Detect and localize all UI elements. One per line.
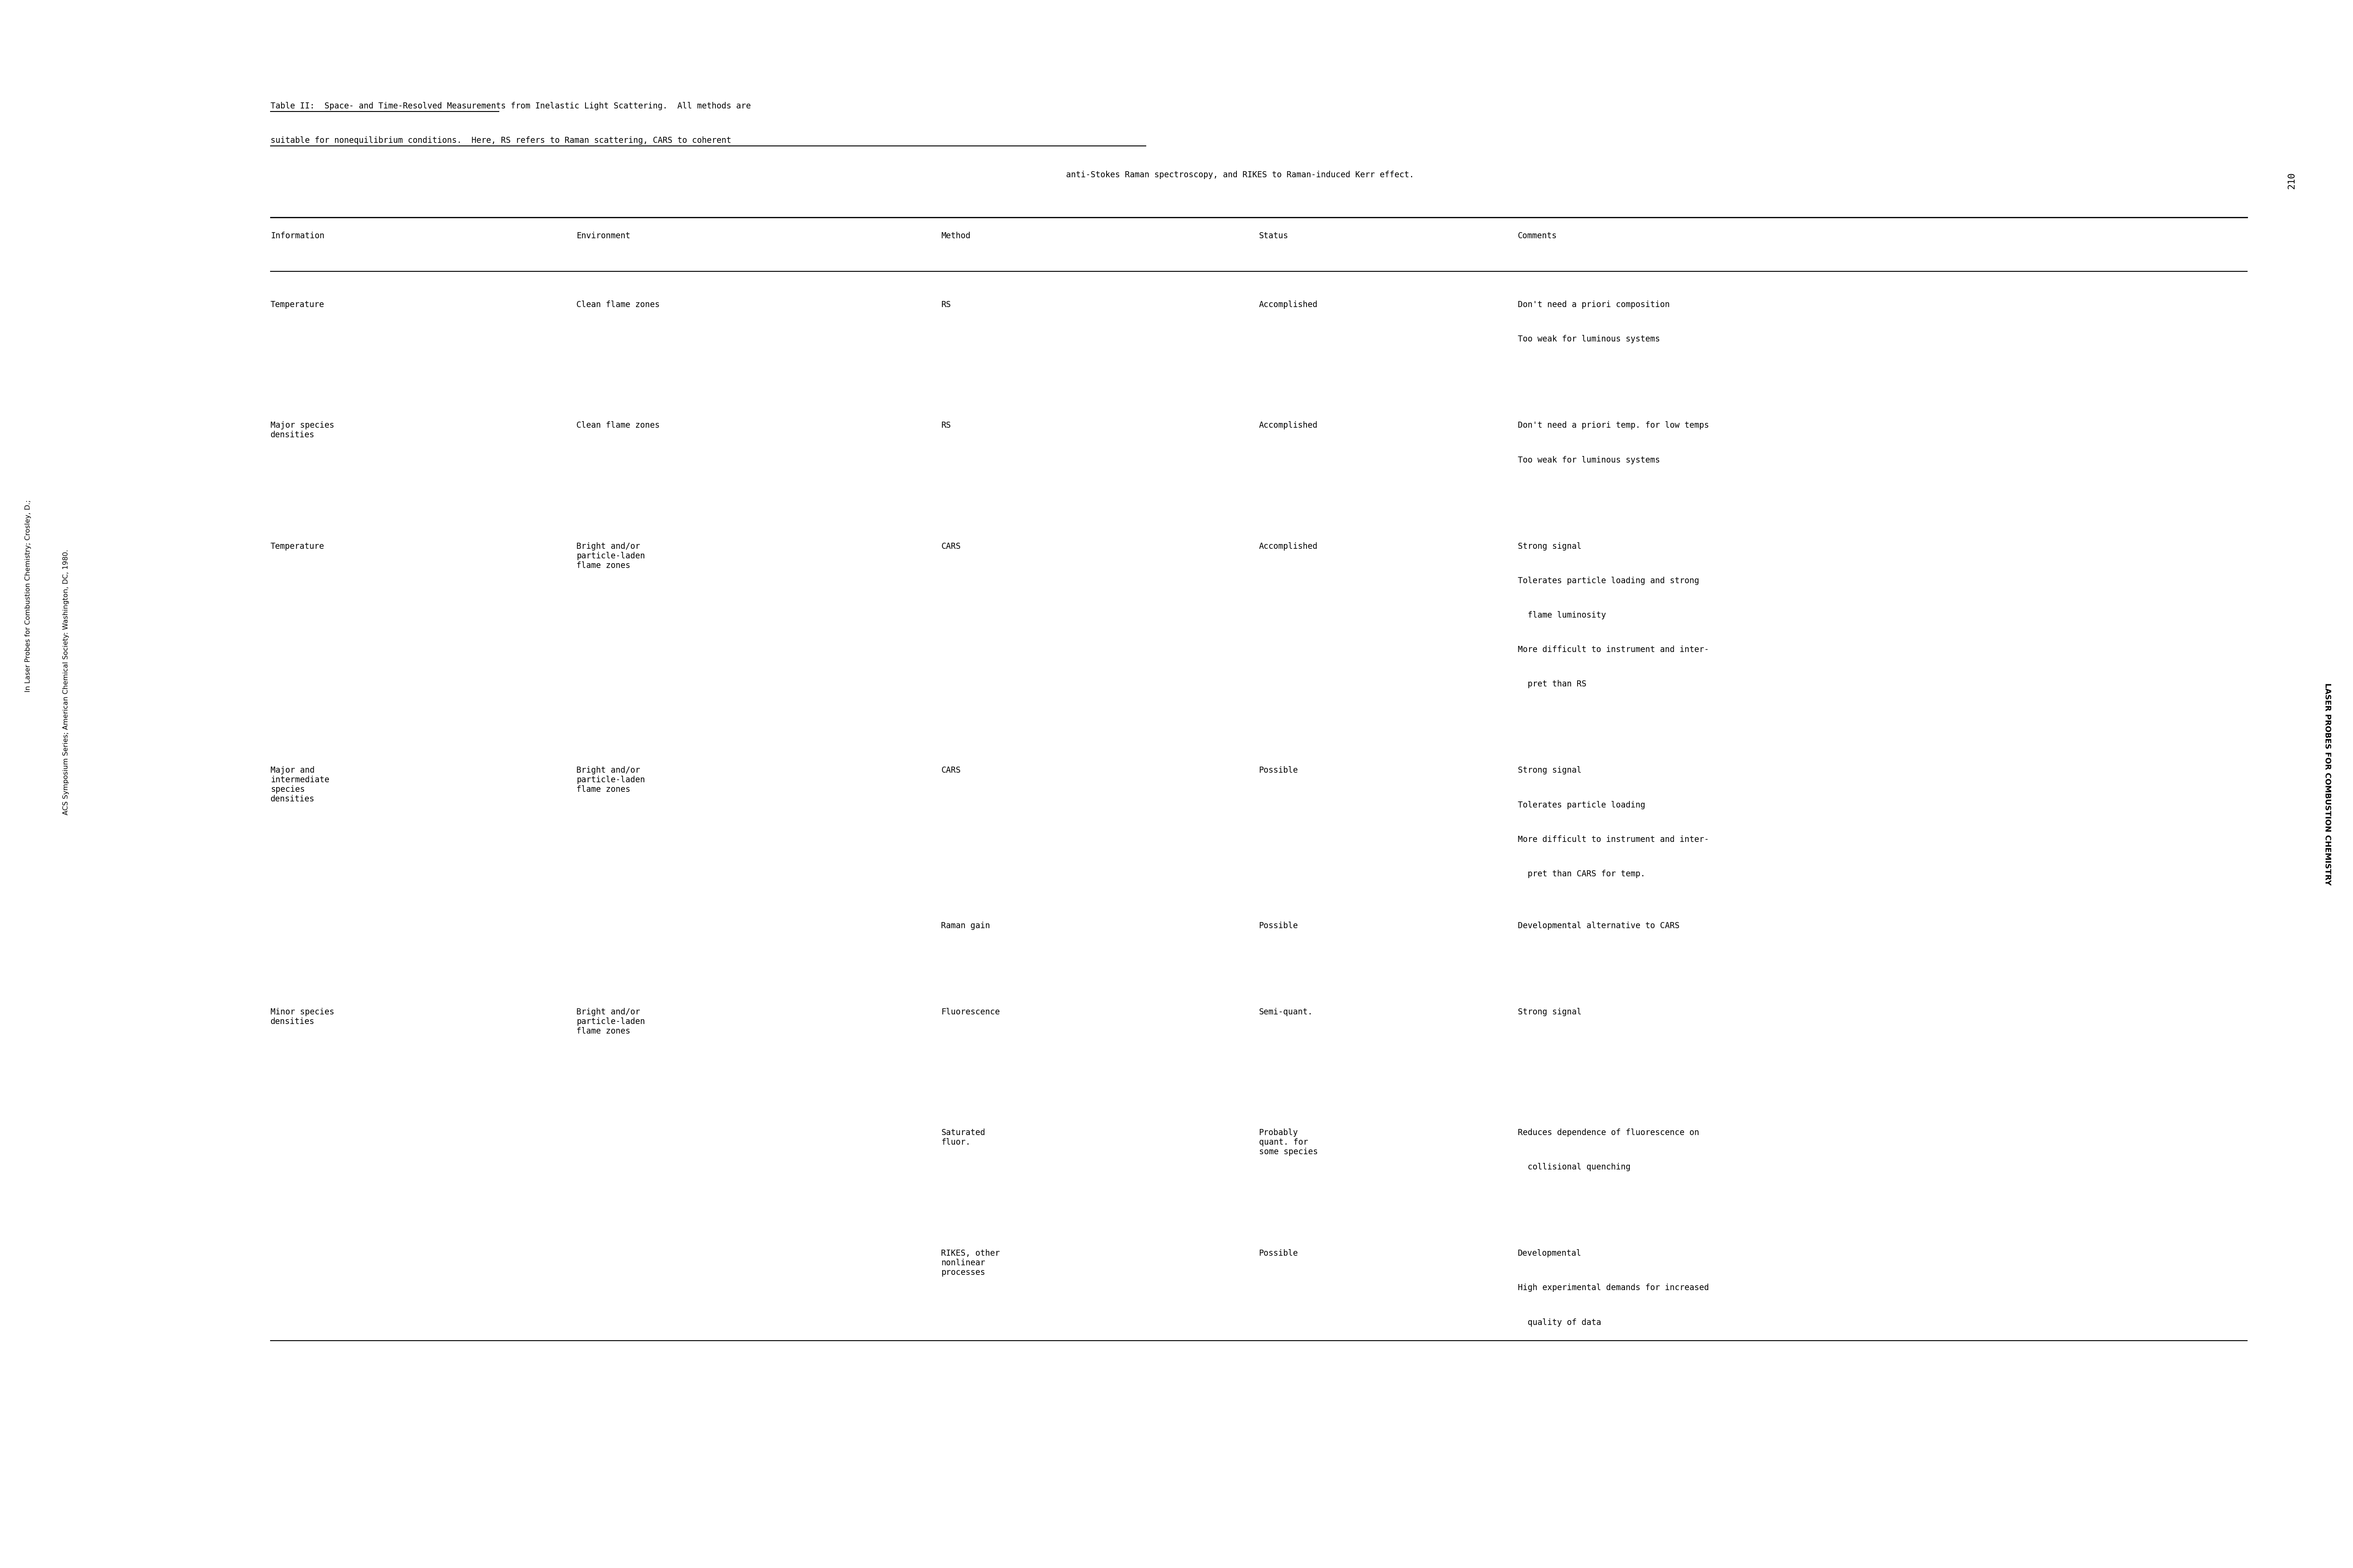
Text: Don't need a priori temp. for low temps: Don't need a priori temp. for low temps [1518, 422, 1708, 430]
Text: RS: RS [941, 422, 951, 430]
Text: CARS: CARS [941, 767, 960, 775]
Text: Method: Method [941, 232, 969, 240]
Text: Developmental alternative to CARS: Developmental alternative to CARS [1518, 922, 1680, 930]
Text: CARS: CARS [941, 543, 960, 550]
Text: Developmental: Developmental [1518, 1250, 1581, 1258]
Text: Possible: Possible [1259, 1250, 1299, 1258]
Text: Bright and/or
particle-laden
flame zones: Bright and/or particle-laden flame zones [576, 1008, 645, 1035]
Text: anti-Stokes Raman spectroscopy, and RIKES to Raman-induced Kerr effect.: anti-Stokes Raman spectroscopy, and RIKE… [1066, 171, 1414, 179]
Text: Bright and/or
particle-laden
flame zones: Bright and/or particle-laden flame zones [576, 767, 645, 793]
Text: Too weak for luminous systems: Too weak for luminous systems [1518, 456, 1659, 464]
Text: Raman gain: Raman gain [941, 922, 991, 930]
Text: Tolerates particle loading and strong: Tolerates particle loading and strong [1518, 577, 1699, 585]
Text: Environment: Environment [576, 232, 631, 240]
Text: Possible: Possible [1259, 767, 1299, 775]
Text: Accomplished: Accomplished [1259, 301, 1318, 309]
Text: More difficult to instrument and inter-: More difficult to instrument and inter- [1518, 836, 1708, 844]
Text: quality of data: quality of data [1518, 1319, 1600, 1327]
Text: RIKES, other
nonlinear
processes: RIKES, other nonlinear processes [941, 1250, 1000, 1276]
Text: pret than CARS for temp.: pret than CARS for temp. [1518, 870, 1645, 878]
Text: Major and
intermediate
species
densities: Major and intermediate species densities [271, 767, 329, 803]
Text: pret than RS: pret than RS [1518, 681, 1586, 688]
Text: Major species
densities: Major species densities [271, 422, 334, 439]
Text: collisional quenching: collisional quenching [1518, 1163, 1631, 1171]
Text: Minor species
densities: Minor species densities [271, 1008, 334, 1025]
Text: Information: Information [271, 232, 325, 240]
Text: Reduces dependence of fluorescence on: Reduces dependence of fluorescence on [1518, 1129, 1699, 1137]
Text: Comments: Comments [1518, 232, 1558, 240]
Text: Bright and/or
particle-laden
flame zones: Bright and/or particle-laden flame zones [576, 543, 645, 569]
Text: 210: 210 [2287, 172, 2297, 188]
Text: Temperature: Temperature [271, 543, 325, 550]
Text: Clean flame zones: Clean flame zones [576, 301, 659, 309]
Text: Probably
quant. for
some species: Probably quant. for some species [1259, 1129, 1318, 1156]
Text: suitable for nonequilibrium conditions.  Here, RS refers to Raman scattering, CA: suitable for nonequilibrium conditions. … [271, 136, 732, 144]
Text: High experimental demands for increased: High experimental demands for increased [1518, 1284, 1708, 1292]
Text: Strong signal: Strong signal [1518, 767, 1581, 775]
Text: Temperature: Temperature [271, 301, 325, 309]
Text: Semi-quant.: Semi-quant. [1259, 1008, 1313, 1016]
Text: Accomplished: Accomplished [1259, 422, 1318, 430]
Text: Fluorescence: Fluorescence [941, 1008, 1000, 1016]
Text: Strong signal: Strong signal [1518, 1008, 1581, 1016]
Text: More difficult to instrument and inter-: More difficult to instrument and inter- [1518, 646, 1708, 654]
Text: flame luminosity: flame luminosity [1518, 612, 1605, 619]
Text: Possible: Possible [1259, 922, 1299, 930]
Text: Accomplished: Accomplished [1259, 543, 1318, 550]
Text: Table II:  Space- and Time-Resolved Measurements from Inelastic Light Scattering: Table II: Space- and Time-Resolved Measu… [271, 102, 751, 110]
Text: In Laser Probes for Combustion Chemistry; Crosley, D.;: In Laser Probes for Combustion Chemistry… [26, 500, 31, 691]
Text: Saturated
fluor.: Saturated fluor. [941, 1129, 986, 1146]
Text: RS: RS [941, 301, 951, 309]
Text: Too weak for luminous systems: Too weak for luminous systems [1518, 336, 1659, 343]
Text: Clean flame zones: Clean flame zones [576, 422, 659, 430]
Text: Strong signal: Strong signal [1518, 543, 1581, 550]
Text: Don't need a priori composition: Don't need a priori composition [1518, 301, 1671, 309]
Text: LASER PROBES FOR COMBUSTION CHEMISTRY: LASER PROBES FOR COMBUSTION CHEMISTRY [2322, 682, 2332, 886]
Text: ACS Symposium Series; American Chemical Society: Washington, DC, 1980.: ACS Symposium Series; American Chemical … [64, 549, 68, 815]
Text: Tolerates particle loading: Tolerates particle loading [1518, 801, 1645, 809]
Text: Status: Status [1259, 232, 1287, 240]
